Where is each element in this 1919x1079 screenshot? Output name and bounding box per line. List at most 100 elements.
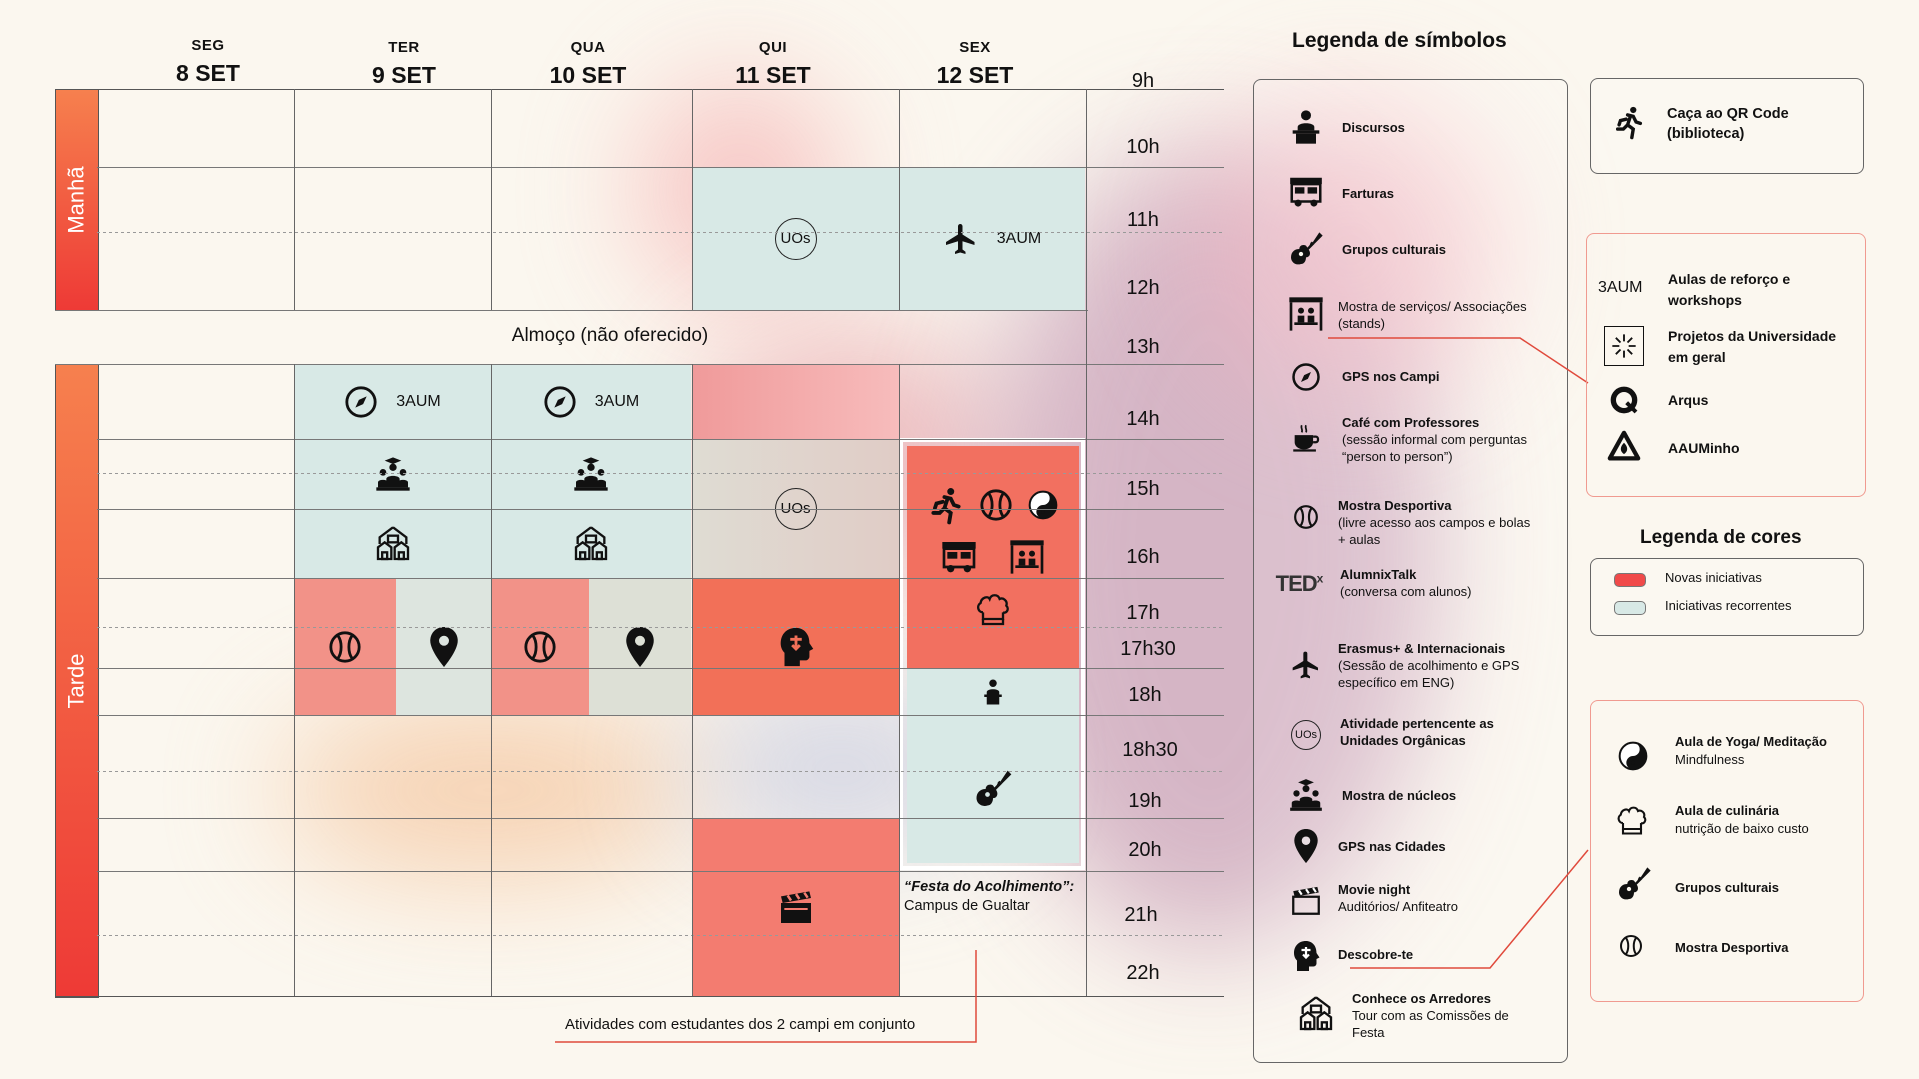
extra-legend-label: Arqus (1668, 392, 1709, 408)
legend-sub: (stands) (1338, 316, 1385, 331)
legend-label: Erasmus+ & Internacionais (1338, 641, 1506, 656)
wed-sport-cell (491, 578, 589, 715)
grid-col (692, 364, 693, 996)
chef-icon (1613, 802, 1651, 838)
festa-block (899, 438, 1085, 870)
festa-row-1 (927, 485, 1059, 525)
stand-icon (1282, 294, 1330, 334)
yinyang-icon (1027, 489, 1059, 521)
wed-groups-cell (491, 439, 691, 509)
day-header-mon: SEG 8 SET (138, 37, 278, 87)
aum-label: 3AUM (996, 229, 1042, 247)
wed-gps-city-cell (589, 578, 691, 715)
thu-descobre-cell (692, 578, 899, 715)
day-name: QUI (758, 39, 788, 56)
symbols-legend-title: Legenda de símbolos (1292, 29, 1507, 52)
pin-icon (429, 626, 459, 667)
thu-movie-cell (692, 818, 899, 997)
day-header-wed: QUA 10 SET (518, 39, 658, 89)
runner-icon (927, 485, 965, 525)
thu-uos-morning: UOs (692, 167, 899, 310)
pin-icon (625, 626, 655, 667)
legend-label: GPS nos Campi (1342, 369, 1440, 384)
hour-label: 21h (1124, 904, 1158, 926)
day-header-thu: QUI 11 SET (703, 39, 843, 89)
groups-icon (1282, 775, 1330, 815)
morning-bar: Manhã (55, 89, 99, 311)
grid-col (899, 364, 900, 996)
grid-line (55, 364, 1224, 365)
legend-sub: (livre acesso aos campos e bolas + aulas (1338, 515, 1531, 547)
uos-icon: UOs (1282, 715, 1330, 755)
festa-title: “Festa do Acolhimento”: (904, 879, 1075, 895)
houses-icon (571, 524, 611, 564)
hour-label: 16h (1126, 546, 1160, 568)
grid-col (692, 89, 693, 310)
houses-icon (373, 524, 413, 564)
clapper-icon (1282, 881, 1330, 921)
grid-line (97, 473, 1224, 474)
legend-uos: UOs Atividade pertencente as Unidades Or… (1282, 715, 1540, 755)
festa-caption: “Festa do Acolhimento”: Campus de Gualta… (904, 878, 1084, 916)
food-truck-icon (938, 537, 980, 577)
day-header-fri: SEX 12 SET (905, 39, 1045, 89)
day-name: QUA (570, 39, 606, 56)
day-date: 12 SET (936, 62, 1014, 88)
hour-label: 10h (1126, 136, 1160, 158)
legend-label: Mostra Desportiva (1338, 498, 1452, 513)
grid-line (97, 232, 1224, 233)
legend-descobre: Descobre-te (1282, 936, 1413, 976)
morning-label: Manhã (64, 166, 89, 234)
tue-gps-cell: 3AUM (294, 364, 491, 439)
hour-label: 22h (1126, 962, 1160, 984)
aum-label: 3AUM (594, 392, 640, 410)
legend-label: Café com Professores (1342, 415, 1480, 430)
extra-legend-box (1586, 233, 1866, 497)
legend-erasmus: Erasmus+ & Internacionais (Sessão de acol… (1282, 640, 1548, 691)
legend-label: Farturas (1342, 186, 1395, 201)
legend-sub: (Sessão de acolhimento e GPS específico … (1338, 658, 1520, 690)
legend-sub: Auditórios/ Anfiteatro (1338, 899, 1458, 914)
extra-legend-label: Projetos da Universidade em geral (1668, 328, 1837, 365)
day-name: SEX (959, 39, 991, 56)
grid-line (97, 627, 1224, 628)
legend-label: Discursos (1342, 120, 1405, 135)
grid-line (97, 818, 1224, 819)
hour-label: 17h30 (1120, 638, 1176, 660)
grid-line (55, 310, 1088, 311)
legend-label: Conhece os Arredores (1352, 991, 1491, 1006)
festa-legend-label: Aula de Yoga/ Meditação (1675, 734, 1827, 749)
hour-label: 17h (1126, 602, 1160, 624)
uos-icon: UOs (774, 217, 817, 260)
festa-legend-label: Aula de culinária (1675, 803, 1780, 818)
festa-legend-label: Mostra Desportiva (1675, 940, 1789, 955)
grid-col (294, 364, 295, 996)
legend-label: Mostra de serviços/ Associações (1338, 299, 1527, 314)
festa-legend-label: Grupos culturais (1675, 880, 1780, 895)
hour-label: 20h (1128, 839, 1162, 861)
wed-gps-cell: 3AUM (491, 364, 691, 439)
festa-activities-cell (907, 446, 1079, 668)
runner-icon (1612, 104, 1646, 140)
wed-houses-cell (491, 509, 691, 578)
tedx-icon: TEDx (1275, 571, 1324, 596)
compass-icon (543, 385, 577, 419)
symbols-legend-box (1253, 79, 1568, 1063)
yinyang-icon (1617, 740, 1649, 772)
grid-line (97, 715, 1224, 716)
legend-gps-cities: GPS nas Cidades (1282, 826, 1446, 866)
ball-icon (328, 630, 362, 664)
day-date: 8 SET (176, 60, 240, 86)
plane-icon (1282, 640, 1330, 690)
tue-gps-city-cell (396, 578, 491, 715)
lunch-label: Almoço (não oferecido) (511, 325, 709, 346)
grid-col (1086, 89, 1087, 996)
festa-legend-sub: Mindfulness (1675, 752, 1745, 767)
compass-icon (344, 385, 378, 419)
speaker-icon (978, 676, 1008, 708)
festa-subtitle: Campus de Gualtar (904, 898, 1030, 914)
colors-legend-box (1590, 558, 1864, 636)
grid-line (97, 771, 1224, 772)
coffee-icon (1282, 414, 1330, 462)
clapper-icon (776, 888, 816, 928)
